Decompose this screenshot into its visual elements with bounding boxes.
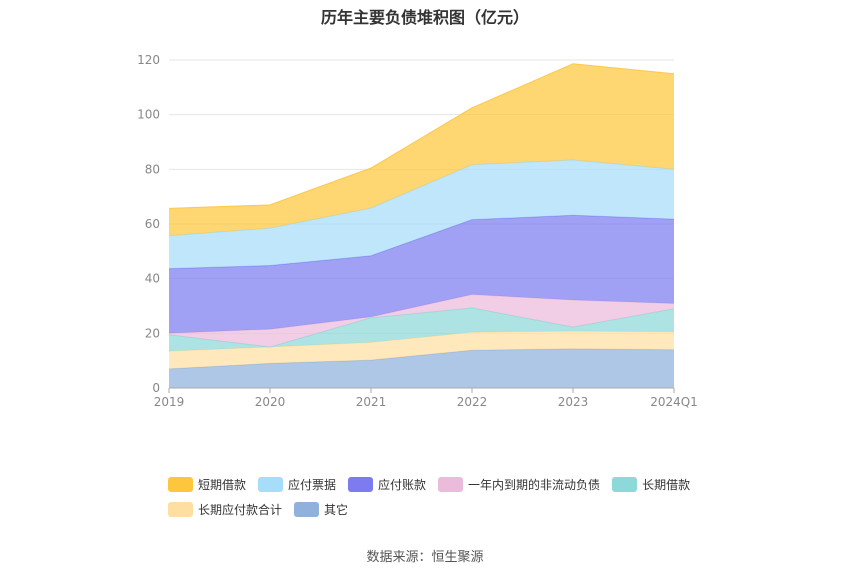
x-tick-label: 2020: [255, 395, 286, 409]
area-series-3: [169, 294, 674, 347]
legend-item[interactable]: 长期应付款合计: [168, 501, 282, 518]
legend-row: 长期应付款合计 其它: [168, 497, 728, 522]
legend-swatch: [348, 477, 374, 492]
x-tick-label: 2022: [457, 395, 488, 409]
legend-swatch: [438, 477, 464, 492]
y-tick-label: 80: [145, 162, 160, 176]
area-series-1: [169, 331, 674, 369]
x-tick-label: 2024Q1: [650, 395, 698, 409]
stacked-area-chart: 0 20 40 60 80 100 120 2019 2020 2021 2022 2023 2024Q…: [137, 53, 698, 409]
x-tick-label: 2023: [558, 395, 589, 409]
legend-label: 短期借款: [198, 478, 247, 492]
legend-item[interactable]: 长期借款: [612, 476, 690, 493]
area-series-0: [169, 348, 674, 388]
x-tick-label: 2019: [154, 395, 185, 409]
y-tick-label: 20: [145, 326, 160, 340]
legend-swatch: [612, 477, 638, 492]
legend-item[interactable]: 应付票据: [258, 476, 336, 493]
legend-label: 长期借款: [642, 478, 691, 492]
legend-label: 应付票据: [288, 478, 337, 492]
y-tick-label: 100: [137, 108, 160, 122]
legend-item[interactable]: 其它: [294, 501, 348, 518]
chart-title: 历年主要负债堆积图（亿元）: [320, 8, 529, 27]
legend-label: 一年内到期的非流动负债: [468, 478, 601, 492]
area-series-5: [169, 160, 674, 269]
area-series: [168, 63, 675, 388]
area-series-6: [169, 63, 674, 236]
legend-swatch: [168, 502, 193, 517]
legend-item[interactable]: 一年内到期的非流动负债: [438, 476, 600, 493]
area-series-2: [169, 307, 674, 352]
legend-swatch: [168, 477, 193, 492]
legend-label: 应付账款: [378, 478, 427, 492]
legend-item[interactable]: 短期借款: [168, 476, 246, 493]
series-line-6: [168, 63, 675, 209]
legend-item[interactable]: 应付账款: [348, 476, 426, 493]
legend-row: 短期借款 应付票据 应付账款 一年内到期的非流动负债 长期借款: [168, 472, 728, 497]
y-tick-label: 0: [152, 381, 160, 395]
legend-swatch: [258, 477, 284, 492]
legend-label: 长期应付款合计: [198, 503, 283, 517]
y-tick-label: 40: [145, 272, 160, 286]
axes: 0 20 40 60 80 100 120 2019 2020 2021 2022 2023 2024Q…: [137, 53, 698, 409]
chart-legend: 短期借款 应付票据 应付账款 一年内到期的非流动负债 长期借款长期应付款合计 其它: [168, 472, 728, 522]
y-tick-label: 60: [145, 217, 160, 231]
series-line-2: [168, 307, 675, 348]
data-source: 数据来源：恒生聚源: [366, 550, 484, 565]
legend-swatch: [294, 502, 320, 517]
area-series-4: [169, 215, 674, 334]
y-tick-label: 120: [137, 53, 160, 67]
legend-label: 其它: [324, 503, 349, 517]
x-tick-label: 2021: [356, 395, 387, 409]
